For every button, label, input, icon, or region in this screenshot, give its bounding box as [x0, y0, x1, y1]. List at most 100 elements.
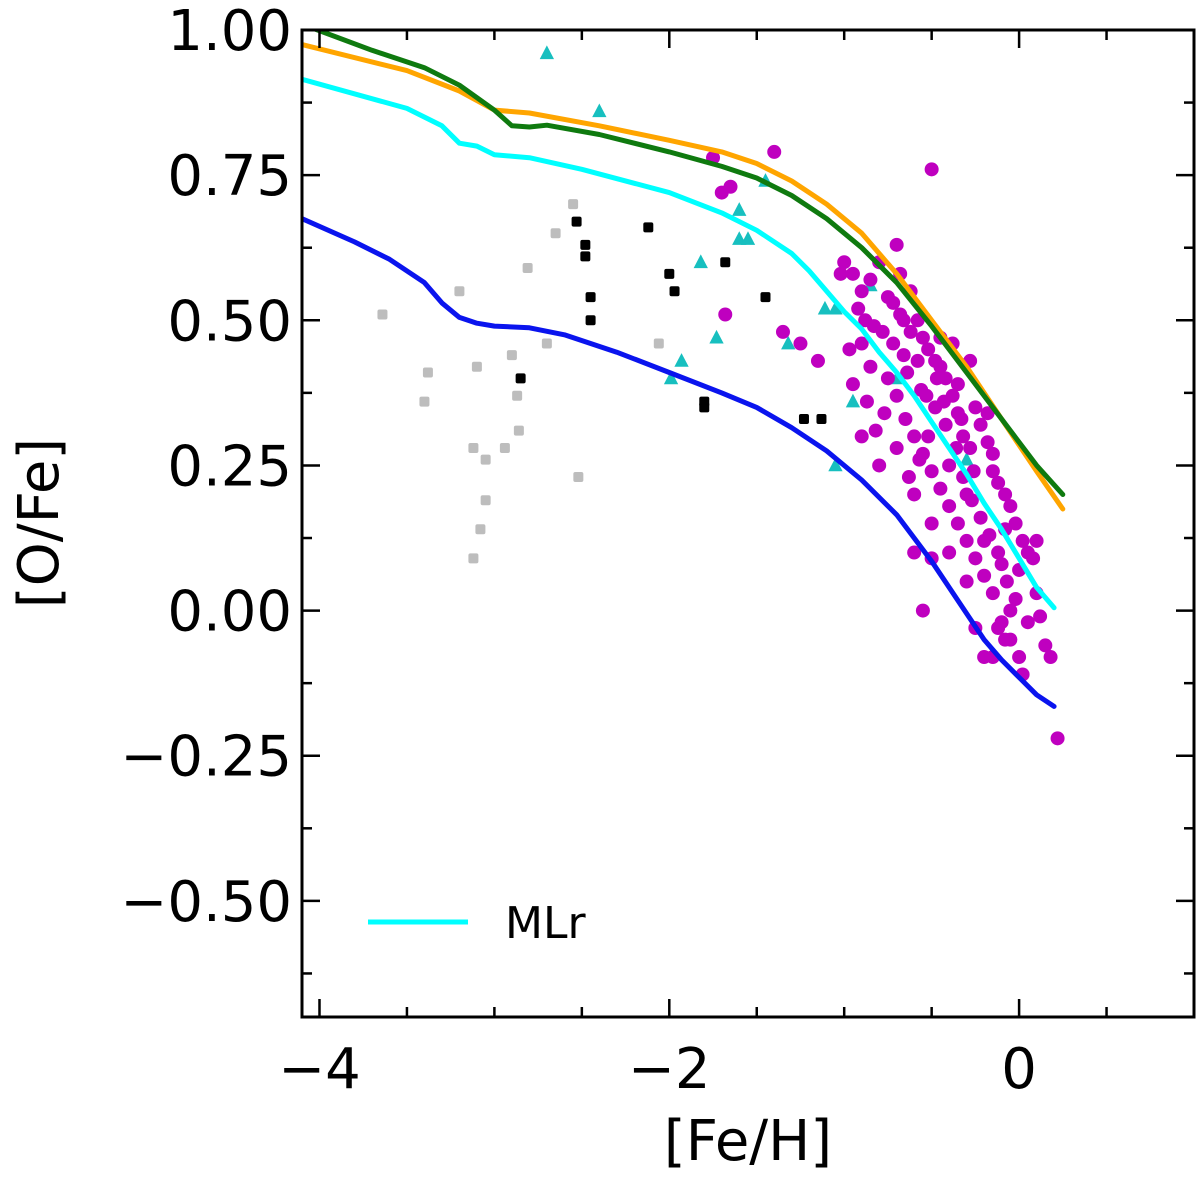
point-gray-squares	[475, 524, 486, 535]
point-magenta-circles	[886, 295, 901, 310]
point-magenta-circles	[966, 464, 981, 479]
point-magenta-circles	[938, 417, 953, 432]
point-gray-squares	[522, 263, 533, 274]
point-magenta-circles	[968, 400, 983, 415]
point-magenta-circles	[991, 545, 1006, 560]
point-magenta-circles	[868, 423, 883, 438]
point-black-squares	[571, 216, 582, 227]
point-gray-squares	[471, 361, 482, 372]
y-tick-label: 0.75	[167, 144, 292, 209]
point-black-squares	[720, 257, 731, 268]
point-magenta-circles	[898, 411, 913, 426]
point-magenta-circles	[964, 493, 979, 508]
point-black-squares	[664, 268, 675, 279]
y-tick-label: 0.00	[167, 580, 292, 645]
point-cyan-triangles	[845, 393, 861, 408]
point-gray-squares	[506, 350, 517, 361]
point-magenta-circles	[924, 162, 939, 177]
point-magenta-circles	[901, 470, 916, 485]
point-black-squares	[580, 239, 591, 250]
point-magenta-circles	[933, 481, 948, 496]
point-magenta-circles	[1003, 499, 1018, 514]
point-magenta-circles	[924, 464, 939, 479]
point-cyan-triangles	[674, 353, 689, 367]
ticks-layer	[302, 28, 1196, 1017]
lines-layer	[302, 30, 1066, 709]
x-tick-label: 0	[1001, 1037, 1037, 1102]
point-magenta-circles	[859, 394, 874, 409]
y-tick-label: −0.50	[120, 870, 292, 935]
point-gray-squares	[377, 309, 388, 320]
point-gray-squares	[573, 472, 584, 483]
point-magenta-circles	[810, 353, 825, 368]
x-tick-label: −2	[628, 1037, 711, 1102]
point-magenta-circles	[936, 394, 951, 409]
point-magenta-circles	[854, 284, 869, 299]
point-cyan-triangles	[709, 329, 724, 344]
point-magenta-circles	[903, 324, 918, 339]
point-magenta-circles	[924, 516, 939, 531]
point-cyan-triangles	[693, 254, 708, 269]
point-magenta-circles	[877, 406, 892, 421]
point-gray-squares	[422, 367, 433, 378]
point-gray-squares	[480, 454, 491, 465]
point-magenta-circles	[950, 516, 965, 531]
point-magenta-circles	[837, 255, 852, 270]
point-magenta-circles	[1029, 533, 1044, 548]
point-black-squares	[585, 292, 596, 303]
point-magenta-circles	[942, 458, 957, 473]
point-cyan-triangles	[817, 300, 833, 315]
point-magenta-circles	[1015, 533, 1030, 548]
point-cyan-triangles	[592, 103, 607, 118]
point-black-squares	[669, 286, 680, 297]
point-magenta-circles	[1020, 615, 1035, 630]
point-gray-squares	[541, 338, 552, 349]
point-cyan-triangles	[959, 451, 974, 466]
point-magenta-circles	[889, 237, 904, 252]
point-gray-squares	[499, 443, 510, 454]
point-gray-squares	[454, 286, 465, 297]
point-magenta-circles	[851, 301, 866, 316]
point-magenta-circles	[1043, 650, 1058, 665]
x-axis-label: [Fe/H]	[664, 1109, 832, 1174]
point-black-squares	[515, 373, 526, 384]
point-magenta-circles	[963, 441, 978, 456]
point-magenta-circles	[980, 406, 995, 421]
point-magenta-circles	[985, 586, 1000, 601]
point-magenta-circles	[921, 429, 936, 444]
point-magenta-circles	[854, 429, 869, 444]
series-line-blue	[302, 216, 1057, 709]
point-magenta-circles	[880, 371, 895, 386]
points-layer	[377, 45, 1065, 746]
point-magenta-circles	[954, 411, 969, 426]
x-tick-label: −4	[278, 1037, 361, 1102]
point-magenta-circles	[907, 487, 922, 502]
y-tick-label: 1.00	[167, 0, 292, 64]
point-black-squares	[760, 292, 771, 303]
point-magenta-circles	[998, 632, 1013, 647]
point-magenta-circles	[991, 475, 1006, 490]
legend: MLr	[368, 898, 586, 949]
series-line-mlr	[302, 76, 1057, 611]
y-tick-label: 0.50	[167, 289, 292, 354]
point-magenta-circles	[833, 266, 848, 281]
point-cyan-triangles	[740, 231, 756, 245]
point-magenta-circles	[999, 574, 1014, 589]
series-line-green	[310, 30, 1066, 497]
point-gray-squares	[568, 199, 579, 210]
point-magenta-circles	[889, 388, 904, 403]
point-magenta-circles	[842, 342, 857, 357]
point-magenta-circles	[998, 487, 1013, 502]
point-magenta-circles	[1008, 591, 1023, 606]
point-magenta-circles	[950, 377, 965, 392]
point-magenta-circles	[907, 429, 922, 444]
point-magenta-circles	[942, 499, 957, 514]
point-magenta-circles	[933, 359, 948, 374]
point-magenta-circles	[915, 330, 930, 345]
point-cyan-triangles	[539, 45, 555, 60]
point-magenta-circles	[914, 382, 929, 397]
point-magenta-circles	[977, 568, 992, 583]
point-magenta-circles	[875, 324, 890, 339]
